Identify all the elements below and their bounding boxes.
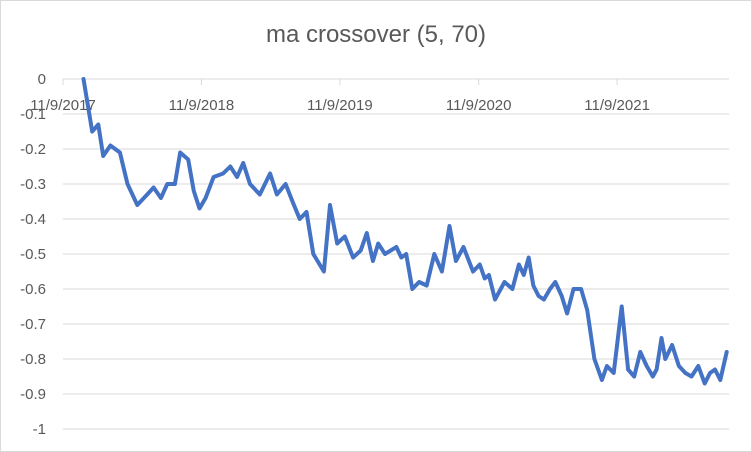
x-axis: 11/9/2017 11/9/2018 11/9/2019 11/9/2020 11/9… [30,79,650,114]
y-tick-label: 0 [38,71,46,88]
x-tick-label: 11/9/2020 [446,97,512,114]
chart-title: ma crossover (5, 70) [265,21,487,48]
y-tick-label: -1 [33,421,46,438]
y-tick-label: -0.5 [20,246,46,263]
y-tick-label: -0.2 [20,141,46,158]
y-tick-label: -0.4 [20,211,46,228]
x-tick-label: 11/9/2019 [307,97,373,114]
y-tick-label: -0.6 [20,281,46,298]
y-tick-label: -0.8 [20,351,46,368]
y-tick-label: -0.3 [20,176,46,193]
y-tick-label: -0.1 [20,106,46,123]
y-tick-label: -0.9 [20,386,46,403]
x-tick-label: 11/9/2021 [584,97,650,114]
series-line [81,77,729,386]
y-tick-label: -0.7 [20,316,46,333]
y-axis: 0 -0.1 -0.2 -0.3 -0.4 -0.5 -0.6 -0.7 -0.8 -0.9 -1 [20,71,46,438]
series-polyline [81,77,729,386]
x-tick-label: 11/9/2017 [30,97,96,114]
x-tick-label: 11/9/2018 [169,97,235,114]
gridlines [63,78,729,430]
